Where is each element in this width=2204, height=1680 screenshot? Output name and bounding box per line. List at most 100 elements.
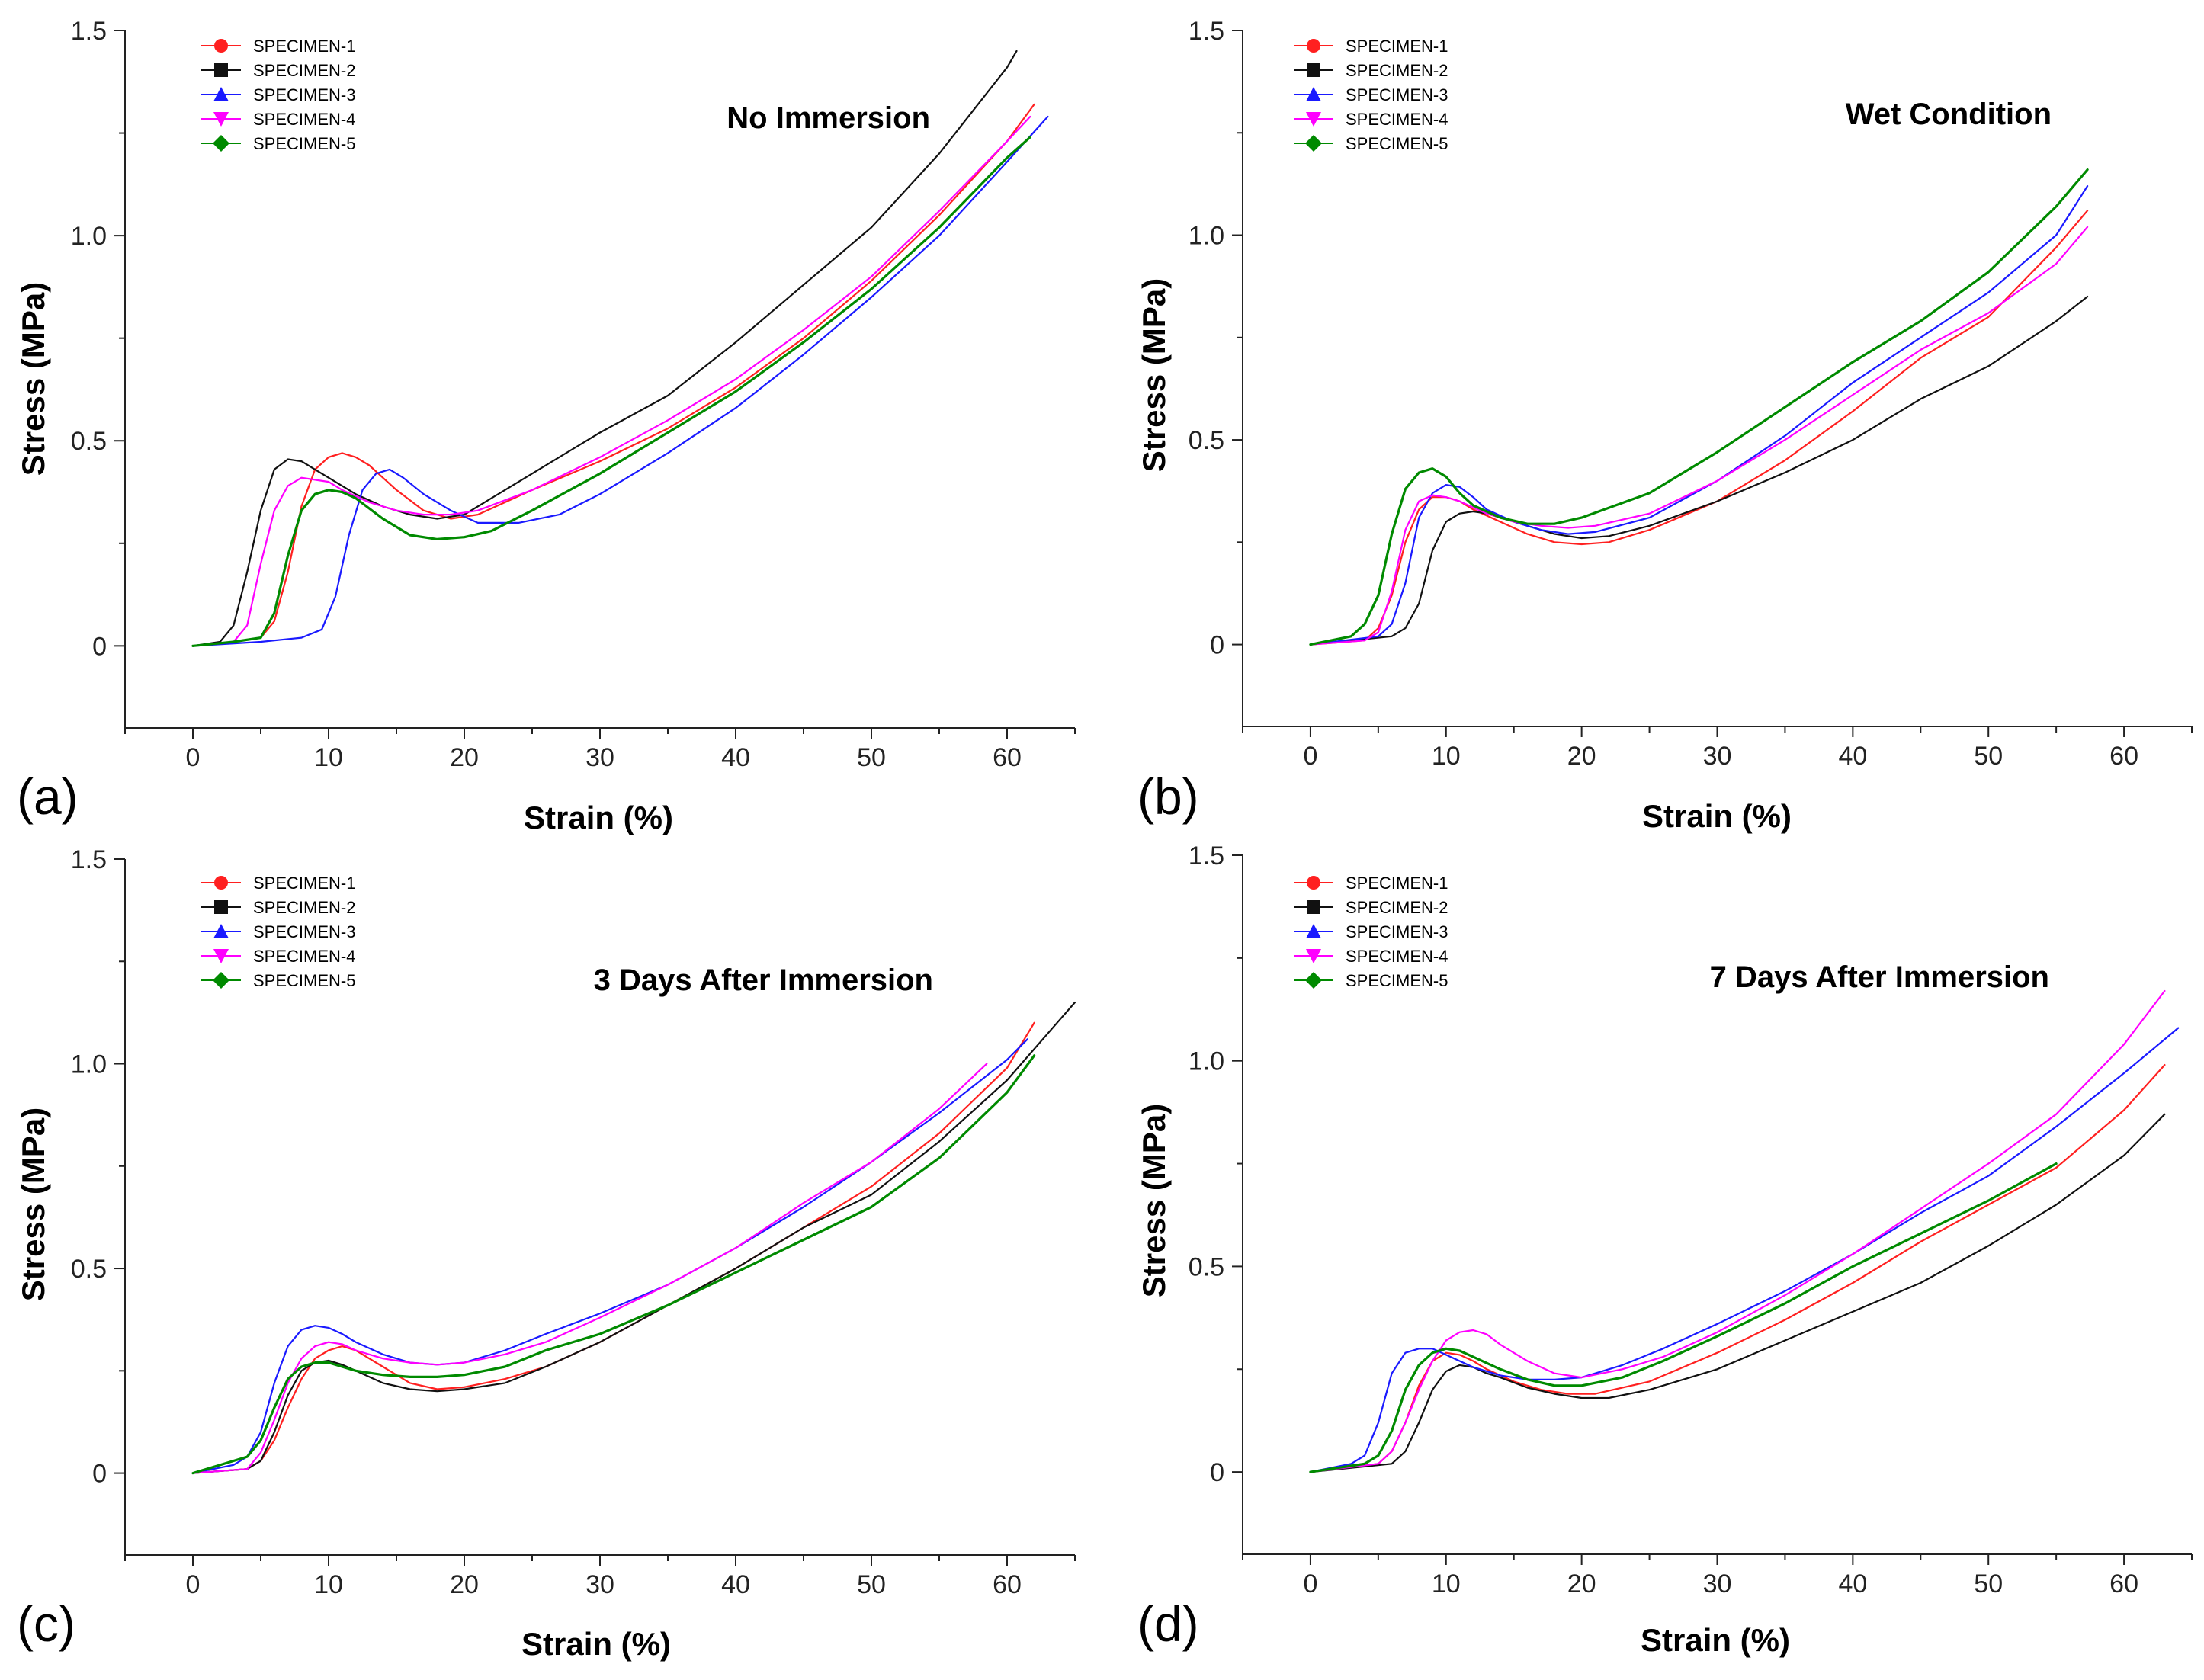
legend-specimen-4-marker <box>1306 949 1321 963</box>
legend-specimen-1-marker <box>1307 876 1320 890</box>
legend-specimen-1-label: SPECIMEN-1 <box>253 37 355 56</box>
panel-d-series-specimen-1-line <box>1309 1063 2166 1473</box>
panel-b-series-specimen-3-line <box>1309 185 2089 646</box>
panel-a-series-specimen-5-line <box>191 136 1031 648</box>
legend-specimen-3-marker <box>1306 924 1321 938</box>
panel-c-x-tick-label: 30 <box>585 1570 614 1599</box>
legend-specimen-4-label: SPECIMEN-4 <box>253 110 355 129</box>
panel-b-x-tick-label: 60 <box>2109 742 2138 771</box>
panel-a-series-specimen-4-line <box>191 115 1031 647</box>
panel-b-x-tick-label: 20 <box>1567 742 1596 771</box>
legend-specimen-4-label: SPECIMEN-4 <box>253 947 355 966</box>
legend-specimen-5-marker <box>213 972 229 989</box>
panel-c-y-tick-label: 0 <box>92 1460 107 1489</box>
legend-specimen-4-marker <box>1306 112 1321 127</box>
panel-c-y-tick-label: 1.5 <box>71 845 107 874</box>
panel-d-x-tick-label: 0 <box>1303 1569 1317 1598</box>
legend-specimen-3-label: SPECIMEN-3 <box>253 922 355 941</box>
legend-specimen-3-label: SPECIMEN-3 <box>253 85 355 104</box>
panel-d-x-tick-label: 40 <box>1838 1569 1867 1598</box>
panel-b-x-tick-label: 0 <box>1303 742 1317 771</box>
legend-specimen-3-label: SPECIMEN-3 <box>1346 85 1448 104</box>
legend-specimen-3-marker <box>213 924 229 938</box>
panel-d-y-tick-label: 0 <box>1210 1458 1224 1487</box>
legend-specimen-2-label: SPECIMEN-2 <box>253 61 355 80</box>
panel-a-series-specimen-3-line <box>191 115 1049 647</box>
panel-c-x-tick-label: 0 <box>186 1570 201 1599</box>
legend-specimen-2-marker <box>214 63 228 77</box>
panel-d-y-tick-label: 0.5 <box>1189 1252 1224 1281</box>
legend-specimen-4-marker <box>213 949 229 963</box>
panel-d-y-tick-label: 1.0 <box>1189 1047 1224 1076</box>
panel-a-x-tick-label: 20 <box>450 743 479 772</box>
panel-b-series-specimen-1-line <box>1309 210 2089 646</box>
panel-c-x-tick-label: 50 <box>857 1570 886 1599</box>
legend-specimen-1-marker <box>214 876 228 890</box>
legend-specimen-5-label: SPECIMEN-5 <box>253 134 355 153</box>
panel-a-y-tick-label: 1.0 <box>71 222 107 251</box>
panel-d-series-specimen-5-line <box>1309 1162 2058 1473</box>
panel-b-x-tick-label: 50 <box>1974 742 2003 771</box>
legend-specimen-5-marker <box>213 135 229 152</box>
panel-b-series-specimen-5-line <box>1309 168 2089 646</box>
panel-b-y-tick-label: 1.0 <box>1189 222 1224 251</box>
panel-b-letter: (b) <box>1137 768 1199 825</box>
panel-d-letter: (d) <box>1137 1595 1199 1652</box>
panel-a-x-tick-label: 60 <box>993 743 1022 772</box>
panel-b-x-tick-label: 40 <box>1838 742 1867 771</box>
panel-d-x-tick-label: 20 <box>1567 1569 1596 1598</box>
panel-d-x-tick-label: 50 <box>1974 1569 2003 1598</box>
legend-specimen-4-marker <box>213 112 229 127</box>
panel-b-title: Wet Condition <box>1846 98 2052 131</box>
legend-specimen-1-marker <box>214 39 228 53</box>
panel-b-y-axis-label: Stress (MPa) <box>1136 278 1172 472</box>
panel-a-y-tick-label: 0 <box>92 632 107 661</box>
panel-c-legend: SPECIMEN-1 SPECIMEN-2 SPECIMEN-3 SPECIMEN-4… <box>201 874 355 990</box>
panel-b-x-axis-label: Strain (%) <box>1642 798 1792 834</box>
legend-specimen-3-marker <box>213 87 229 101</box>
panel-d: 7 Days After Immersion (d) Strain (%) St… <box>1136 842 2193 1658</box>
panel-c-letter: (c) <box>17 1595 75 1652</box>
legend-specimen-1-label: SPECIMEN-1 <box>1346 37 1448 56</box>
legend-specimen-5-label: SPECIMEN-5 <box>1346 134 1448 153</box>
panel-c-series-specimen-1-line <box>191 1021 1035 1474</box>
panel-d-x-tick-label: 30 <box>1703 1569 1732 1598</box>
panel-d-title: 7 Days After Immersion <box>1710 960 2049 994</box>
panel-b: Wet Condition (b) Strain (%) Stress (MPa… <box>1136 17 2193 834</box>
legend-specimen-4-label: SPECIMEN-4 <box>1346 947 1448 966</box>
panel-d-series-specimen-4-line <box>1309 989 2166 1473</box>
panel-c-series-specimen-5-line <box>191 1054 1036 1475</box>
panel-a-x-axis-label: Strain (%) <box>524 800 673 835</box>
panel-a-y-tick-label: 0.5 <box>71 427 107 456</box>
panel-c-series-specimen-2-line <box>191 1001 1076 1474</box>
panel-c: 3 Days After Immersion (c) Strain (%) St… <box>15 845 1076 1662</box>
legend-specimen-2-label: SPECIMEN-2 <box>253 898 355 917</box>
panel-b-y-tick-label: 0 <box>1210 631 1224 660</box>
panel-d-legend: SPECIMEN-1 SPECIMEN-2 SPECIMEN-3 SPECIMEN-4… <box>1294 874 1448 990</box>
legend-specimen-4-label: SPECIMEN-4 <box>1346 110 1448 129</box>
legend-specimen-2-marker <box>1307 63 1320 77</box>
panel-d-series-specimen-2-line <box>1309 1113 2166 1473</box>
legend-specimen-2-marker <box>1307 900 1320 914</box>
panel-c-x-tick-label: 20 <box>450 1570 479 1599</box>
panel-a-x-tick-label: 50 <box>857 743 886 772</box>
panel-a-x-tick-label: 30 <box>585 743 614 772</box>
panel-c-y-tick-label: 0.5 <box>71 1255 107 1284</box>
panel-c-y-tick-label: 1.0 <box>71 1050 107 1079</box>
panel-b-x-tick-label: 30 <box>1703 742 1732 771</box>
panel-b-y-tick-label: 0.5 <box>1189 426 1224 455</box>
panel-b-y-tick-label: 1.5 <box>1189 17 1224 46</box>
panel-a-x-tick-label: 0 <box>186 743 201 772</box>
legend-specimen-3-marker <box>1306 87 1321 101</box>
panel-a: No Immersion (a) Strain (%) Stress (MPa)… <box>15 17 1076 835</box>
panel-a-x-tick-label: 40 <box>721 743 750 772</box>
legend-specimen-1-label: SPECIMEN-1 <box>253 874 355 893</box>
panel-c-x-axis-label: Strain (%) <box>521 1626 671 1662</box>
legend-specimen-5-marker <box>1305 972 1322 989</box>
legend-specimen-1-label: SPECIMEN-1 <box>1346 874 1448 893</box>
panel-c-x-tick-label: 60 <box>993 1570 1022 1599</box>
panel-c-series-specimen-4-line <box>191 1063 988 1474</box>
panel-c-y-axis-label: Stress (MPa) <box>15 1108 51 1301</box>
